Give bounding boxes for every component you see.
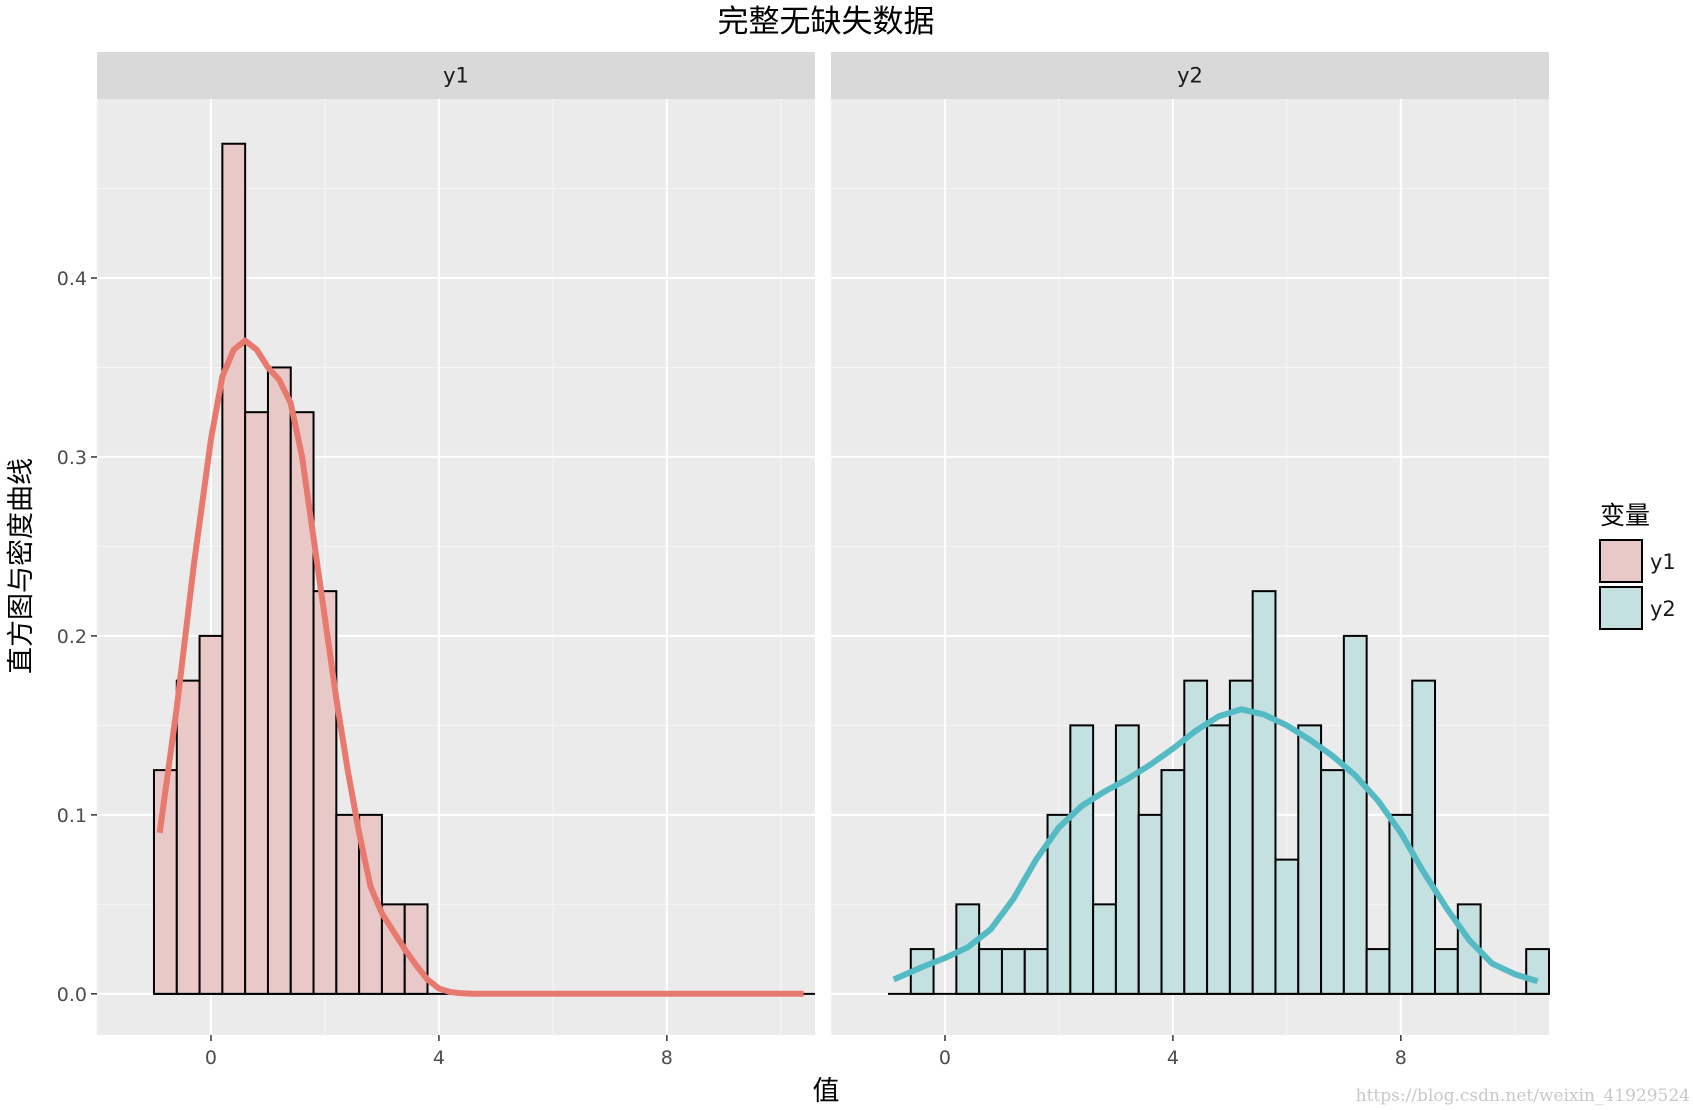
histogram-bar bbox=[1206, 724, 1231, 995]
strip-label: y2 bbox=[1177, 64, 1203, 88]
density-curve bbox=[156, 337, 804, 997]
x-tick-label: 8 bbox=[1395, 1047, 1407, 1069]
x-tick-label: 4 bbox=[433, 1047, 445, 1069]
histogram-bar bbox=[198, 634, 224, 995]
y-tick-label: 0.4 bbox=[57, 268, 87, 290]
y-tick-label: 0.2 bbox=[57, 626, 87, 648]
panels: y1 0 4 8 y2 0 4 8 0.0 0.1 0.2 0.3 0.4 bbox=[57, 52, 1550, 1069]
histogram-bar bbox=[312, 590, 338, 995]
histogram-bar bbox=[1525, 948, 1550, 995]
x-tick-label: 8 bbox=[661, 1047, 673, 1069]
x-tick-label: 4 bbox=[1167, 1047, 1179, 1069]
legend-key bbox=[1599, 539, 1643, 583]
legend-key bbox=[1599, 586, 1643, 630]
histogram-bar bbox=[1411, 679, 1437, 995]
histogram-bar bbox=[1365, 948, 1391, 995]
strip-background bbox=[97, 52, 815, 99]
legend-item-y1: y1 bbox=[1599, 539, 1676, 583]
density-curve bbox=[892, 706, 1539, 985]
x-axis-title: 值 bbox=[813, 1076, 840, 1107]
x-axis: 0 4 8 bbox=[205, 1035, 673, 1069]
x-axis: 0 4 8 bbox=[939, 1035, 1407, 1069]
histogram-bar bbox=[1251, 590, 1277, 995]
histogram-bar bbox=[266, 366, 292, 995]
legend: 变量 y1 y2 bbox=[1599, 501, 1676, 630]
histogram-bar bbox=[1092, 903, 1117, 995]
y-tick-label: 0.1 bbox=[57, 805, 87, 827]
legend-title: 变量 bbox=[1600, 501, 1650, 530]
panel-y2: y2 0 4 8 bbox=[830, 52, 1550, 1069]
histogram-bar bbox=[1342, 634, 1368, 995]
histogram-bar bbox=[1114, 724, 1140, 995]
histogram-bar bbox=[1023, 948, 1049, 995]
strip-background bbox=[831, 52, 1549, 99]
histogram-bar bbox=[244, 411, 269, 995]
watermark: https://blog.csdn.net/weixin_41929524 bbox=[1356, 1086, 1690, 1106]
y-axis: 0.0 0.1 0.2 0.3 0.4 bbox=[57, 268, 97, 1006]
histogram-bar bbox=[175, 679, 201, 995]
histogram-bar bbox=[978, 948, 1003, 995]
histogram-bar bbox=[1297, 724, 1323, 995]
histogram-bar bbox=[1069, 724, 1095, 995]
histogram-bar bbox=[1000, 948, 1026, 995]
panel-y1: y1 0 4 8 bbox=[96, 52, 815, 1069]
legend-label: y2 bbox=[1650, 597, 1676, 621]
histogram-bar bbox=[1228, 679, 1254, 995]
plot-title: 完整无缺失数据 bbox=[718, 4, 935, 40]
y-axis-title: 直方图与密度曲线 bbox=[6, 458, 37, 674]
x-tick-label: 0 bbox=[205, 1047, 217, 1069]
histogram-bar bbox=[1137, 813, 1163, 995]
y-tick-label: 0.0 bbox=[57, 984, 87, 1006]
histogram-bar bbox=[1160, 769, 1186, 995]
histogram-bar bbox=[335, 813, 361, 995]
histogram-bar bbox=[1274, 858, 1300, 995]
legend-item-y2: y2 bbox=[1599, 586, 1676, 630]
legend-label: y1 bbox=[1650, 550, 1676, 574]
histogram-bars bbox=[909, 590, 1550, 995]
x-tick-label: 0 bbox=[939, 1047, 951, 1069]
histogram-bar bbox=[1434, 948, 1459, 995]
y-tick-label: 0.3 bbox=[57, 447, 87, 469]
histogram-bar bbox=[1320, 769, 1345, 995]
histogram-bar bbox=[221, 142, 247, 995]
strip-label: y1 bbox=[443, 64, 469, 88]
